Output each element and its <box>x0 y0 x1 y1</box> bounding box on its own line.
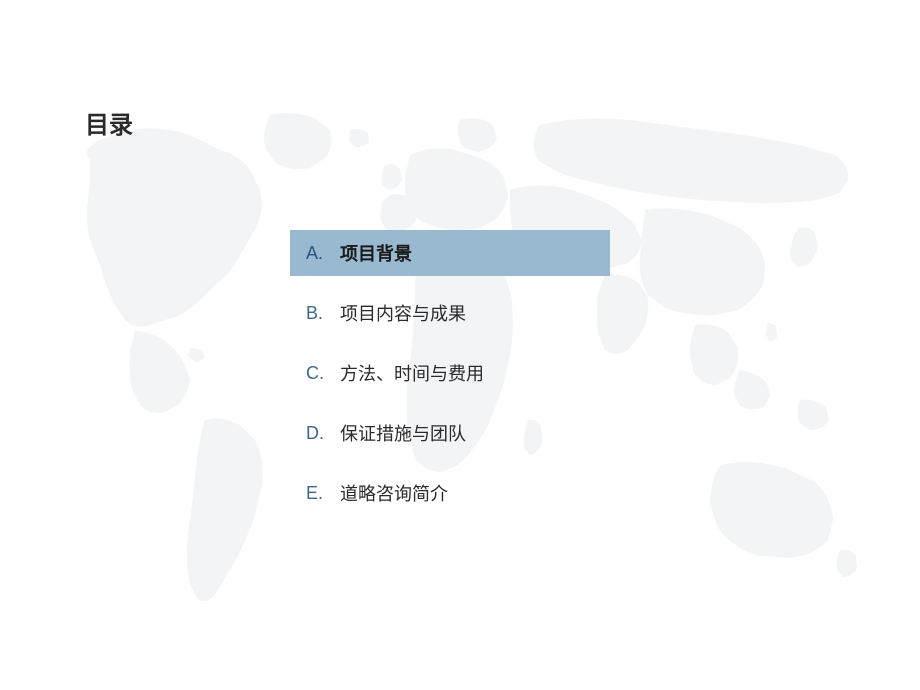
toc-marker: E. <box>306 483 328 504</box>
toc-label: 项目背景 <box>340 240 412 266</box>
toc-item-b[interactable]: B. 项目内容与成果 <box>290 290 610 336</box>
toc-marker: B. <box>306 303 328 324</box>
toc-item-a[interactable]: A. 项目背景 <box>290 230 610 276</box>
toc-label: 保证措施与团队 <box>340 420 466 446</box>
toc-item-d[interactable]: D. 保证措施与团队 <box>290 410 610 456</box>
toc-label: 项目内容与成果 <box>340 300 466 326</box>
toc-marker: A. <box>306 243 328 264</box>
toc-label: 方法、时间与费用 <box>340 360 484 386</box>
toc-item-e[interactable]: E. 道略咨询简介 <box>290 470 610 516</box>
toc-marker: C. <box>306 363 328 384</box>
toc-marker: D. <box>306 423 328 444</box>
toc-item-c[interactable]: C. 方法、时间与费用 <box>290 350 610 396</box>
toc-label: 道略咨询简介 <box>340 480 448 506</box>
table-of-contents: A. 项目背景 B. 项目内容与成果 C. 方法、时间与费用 D. 保证措施与团… <box>290 230 610 530</box>
page-title: 目录 <box>85 105 133 140</box>
